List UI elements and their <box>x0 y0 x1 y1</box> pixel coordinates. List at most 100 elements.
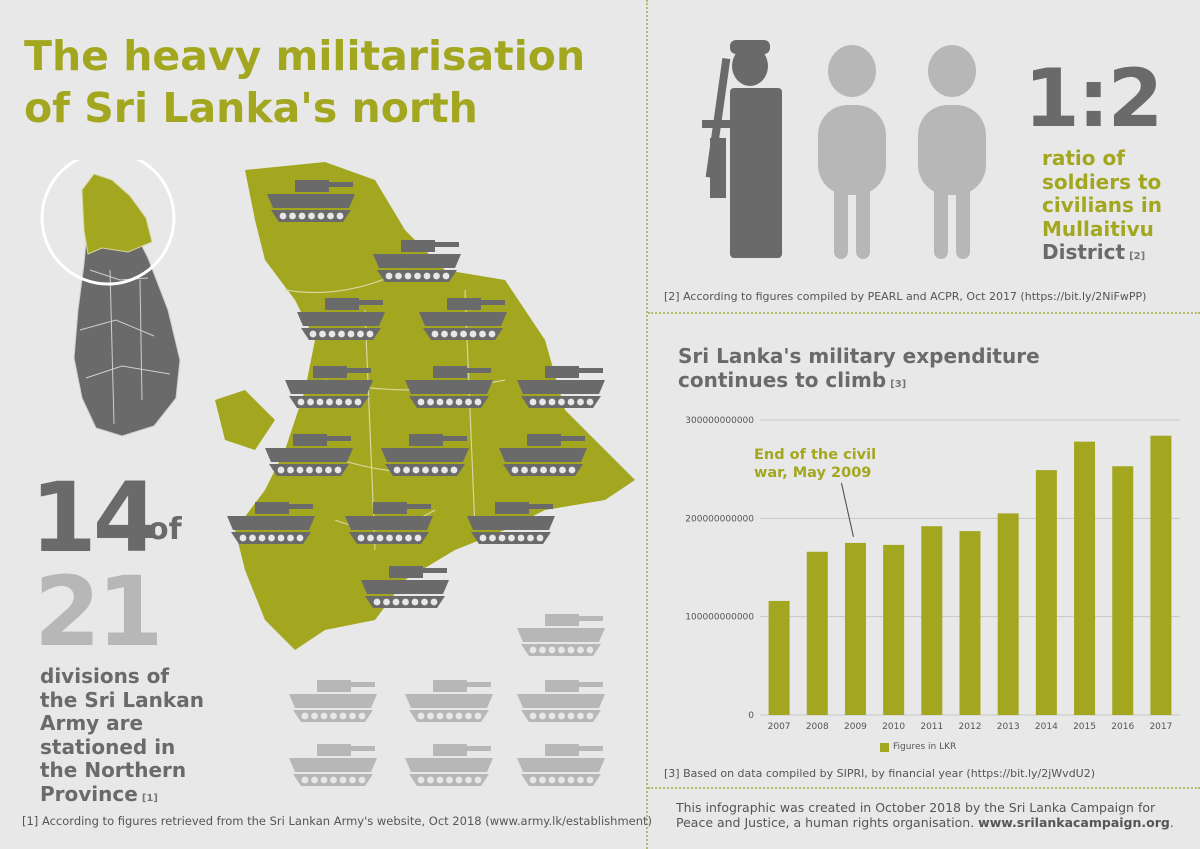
footnote-3: [3] Based on data compiled by SIPRI, by … <box>664 767 1096 780</box>
vertical-divider <box>646 0 648 849</box>
ratio-line-3: civilians in <box>1042 193 1163 217</box>
tank-icon <box>499 434 587 476</box>
x-tick-label: 2007 <box>768 722 791 732</box>
horizontal-divider-top <box>648 312 1200 314</box>
bar-2014 <box>1035 470 1057 715</box>
footnote-1: [1] According to figures retrieved from … <box>22 814 653 828</box>
divisions-count: 14 <box>30 462 160 574</box>
bar-2015 <box>1074 441 1096 715</box>
tank-icon <box>285 366 373 408</box>
divisions-line-2: the Sri Lankan <box>40 687 204 712</box>
chart-legend: Figures in LKR <box>880 742 956 752</box>
chart-annotation: End of the civil war, May 2009 <box>754 446 904 482</box>
footer-credit: This infographic was created in October … <box>676 800 1196 830</box>
northern-province <box>81 173 153 255</box>
ratio-ref: [2] <box>1129 251 1146 262</box>
footnote-2: [2] According to figures compiled by PEA… <box>664 290 1147 303</box>
northern-province-map <box>215 162 635 650</box>
ratio-line-2: soldiers to <box>1042 169 1162 194</box>
tanks-northern-group <box>227 180 605 608</box>
y-tick-label: 300000000000 <box>685 416 754 426</box>
x-tick-label: 2014 <box>1035 722 1058 732</box>
tank-icon <box>345 502 433 544</box>
tank-icon <box>289 680 377 722</box>
bar-2007 <box>768 600 790 715</box>
annotation-line-2: war, May 2009 <box>754 465 872 481</box>
ratio-line-5: District <box>1042 240 1126 264</box>
tank-icon <box>517 614 605 656</box>
ratio-line-4: Mullaitivu <box>1042 216 1154 241</box>
tank-icon <box>405 680 493 722</box>
tank-icon <box>267 180 355 222</box>
title-line-1: The heavy militarisation <box>24 32 586 80</box>
tank-icon <box>517 680 605 722</box>
y-tick-label: 200000000000 <box>685 514 754 524</box>
x-tick-label: 2017 <box>1149 722 1172 732</box>
legend-swatch <box>880 742 889 752</box>
sri-lanka-map <box>40 160 181 437</box>
tank-icon <box>289 744 377 786</box>
footer-tail: . <box>1169 815 1174 830</box>
bar-2009 <box>844 542 866 715</box>
bar-2012 <box>959 531 981 715</box>
annotation-line-1: End of the civil <box>754 447 877 463</box>
ratio-line-1: ratio of <box>1042 146 1125 170</box>
divisions-line-4: stationed in <box>40 734 176 759</box>
ratio-value: 1:2 <box>1024 52 1163 145</box>
chart-title-line-1: Sri Lanka's military expenditure <box>678 344 1040 368</box>
y-tick-label: 0 <box>748 711 754 721</box>
page-title: The heavy militarisation of Sri Lanka's … <box>24 30 644 134</box>
divisions-description: divisions of the Sri Lankan Army are sta… <box>40 664 240 810</box>
legend-label: Figures in LKR <box>893 742 957 752</box>
tank-icon <box>419 298 507 340</box>
civilian-icon-1 <box>818 45 886 259</box>
tank-icon <box>265 434 353 476</box>
divisions-line-1: divisions of <box>40 664 170 688</box>
ratio-description: ratio of soldiers to civilians in Mullai… <box>1042 146 1182 269</box>
x-tick-label: 2008 <box>806 722 829 732</box>
x-tick-label: 2012 <box>959 722 982 732</box>
divisions-ref: [1] <box>141 792 158 804</box>
divisions-line-3: Army are <box>40 711 144 735</box>
bar-2011 <box>921 526 943 715</box>
tank-icon <box>405 744 493 786</box>
tank-icon <box>373 240 461 282</box>
bar-2010 <box>883 544 905 715</box>
divisions-total: 21 <box>34 556 164 668</box>
x-tick-label: 2010 <box>882 722 905 732</box>
x-tick-label: 2009 <box>844 722 867 732</box>
title-line-2: of Sri Lanka's north <box>24 84 478 132</box>
bar-2016 <box>1112 466 1134 715</box>
bar-2017 <box>1150 435 1172 715</box>
chart-title: Sri Lanka's military expenditure continu… <box>678 344 1118 397</box>
expenditure-bar-chart: 2007 2008 2009 2010 2011 2012 2013 2014 2015 2016… <box>685 416 1180 732</box>
annotation-pointer <box>840 482 854 538</box>
tank-icon <box>517 744 605 786</box>
chart-title-line-2: continues to climb <box>678 368 887 392</box>
x-tick-label: 2015 <box>1073 722 1096 732</box>
inset-circle <box>40 160 176 286</box>
bar-2008 <box>806 551 828 715</box>
tank-icon <box>405 366 493 408</box>
tank-icon <box>517 366 605 408</box>
tanks-outside-group <box>289 614 605 786</box>
tank-icon <box>297 298 385 340</box>
divisions-line-6: Province <box>40 781 138 806</box>
soldier-with-rifle-icon <box>702 40 782 258</box>
civilian-icon-2 <box>918 45 986 259</box>
tank-icon <box>227 502 315 544</box>
x-tick-label: 2016 <box>1111 722 1134 732</box>
tank-icon <box>467 502 555 544</box>
x-tick-label: 2013 <box>997 722 1020 732</box>
divisions-line-5: the Northern <box>40 758 187 782</box>
tank-icon <box>381 434 469 476</box>
footer-link[interactable]: www.srilankacampaign.org <box>978 815 1170 830</box>
divisions-of-label: of <box>148 512 182 547</box>
x-tick-label: 2011 <box>920 722 943 732</box>
footer-text: This infographic was created in October … <box>676 800 1156 830</box>
y-tick-label: 100000000000 <box>685 613 754 623</box>
chart-title-ref: [3] <box>890 379 907 390</box>
horizontal-divider-bottom <box>648 787 1200 789</box>
tank-icon <box>361 566 449 608</box>
bar-2013 <box>997 513 1019 715</box>
